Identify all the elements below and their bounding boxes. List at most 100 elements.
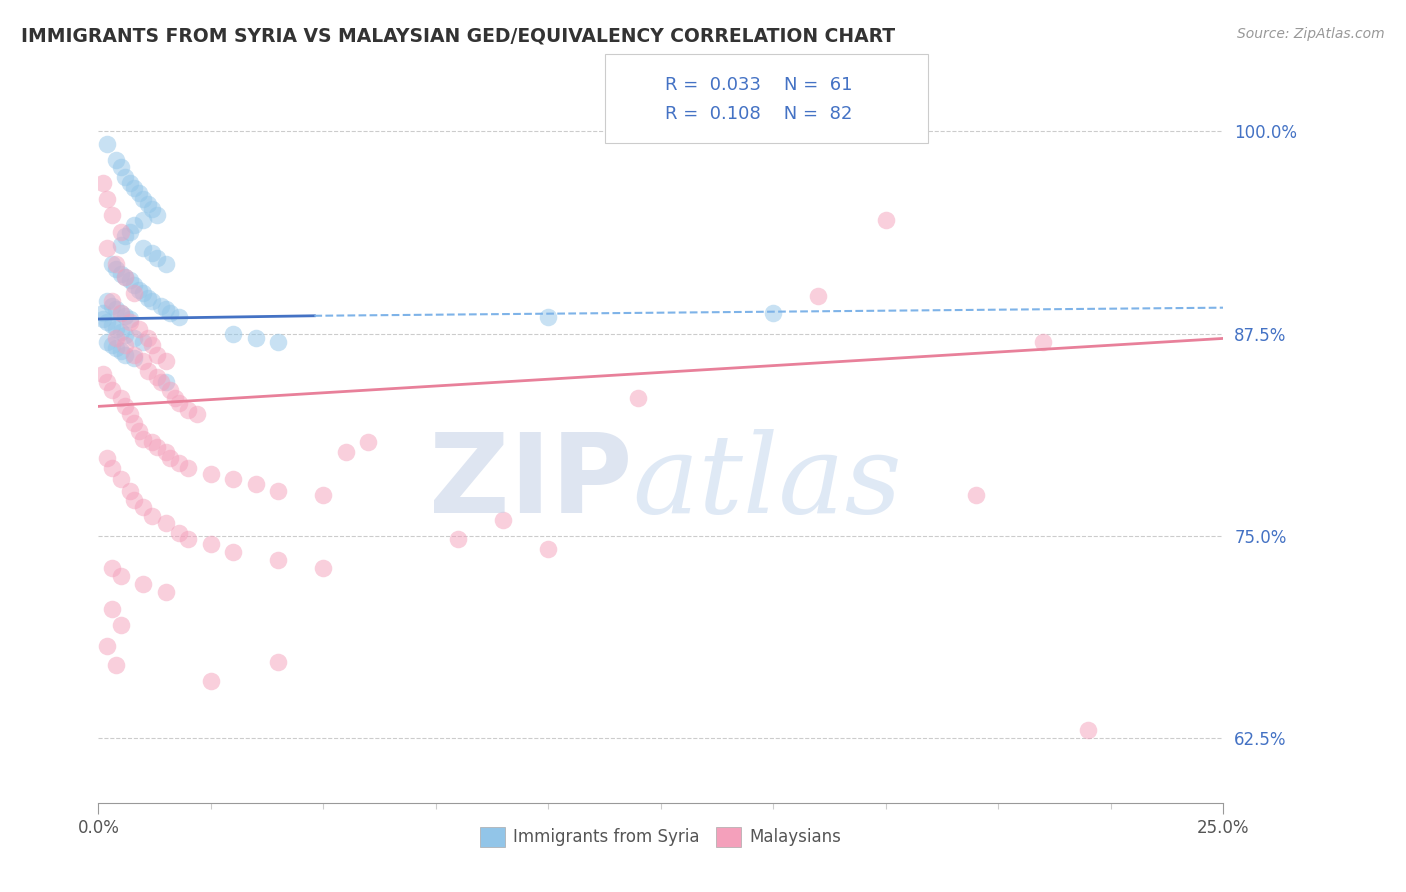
Point xyxy=(118,483,141,498)
Point xyxy=(114,229,136,244)
Point xyxy=(91,367,114,381)
Point xyxy=(155,257,177,271)
Point xyxy=(132,577,155,591)
Point xyxy=(114,348,136,362)
Point xyxy=(155,375,177,389)
Point xyxy=(114,328,136,343)
Point xyxy=(96,639,118,653)
Point xyxy=(128,322,150,336)
Point xyxy=(312,488,335,502)
Point xyxy=(124,493,146,508)
Point xyxy=(118,176,141,190)
Point xyxy=(132,213,155,227)
Point xyxy=(105,331,128,345)
Point xyxy=(110,472,132,486)
Point xyxy=(124,416,146,430)
Point xyxy=(159,383,181,397)
Point xyxy=(627,392,650,406)
Point xyxy=(105,257,128,271)
Point xyxy=(177,402,200,417)
Point xyxy=(105,302,128,317)
Point xyxy=(267,655,290,669)
Point xyxy=(101,257,124,271)
Point xyxy=(132,192,155,206)
Point xyxy=(146,251,169,265)
Point xyxy=(105,261,128,276)
Point xyxy=(136,331,159,345)
Point xyxy=(159,451,181,466)
Point xyxy=(762,305,785,319)
Point xyxy=(101,299,124,313)
Point xyxy=(124,181,146,195)
Point xyxy=(114,338,136,352)
Point xyxy=(965,488,987,502)
Point xyxy=(267,553,290,567)
Point xyxy=(114,269,136,284)
Point xyxy=(114,309,136,323)
Point xyxy=(267,483,290,498)
Point xyxy=(177,532,200,546)
Point xyxy=(169,525,191,540)
Point xyxy=(169,456,191,470)
Point xyxy=(222,545,245,559)
Point xyxy=(136,364,159,378)
Point xyxy=(245,331,267,345)
Point xyxy=(128,186,150,200)
Point xyxy=(101,294,124,309)
Point xyxy=(110,267,132,281)
Point xyxy=(155,354,177,368)
Point xyxy=(447,532,470,546)
Point xyxy=(91,312,114,326)
Point xyxy=(537,310,560,325)
Point xyxy=(110,305,132,319)
Point xyxy=(96,241,118,255)
Point xyxy=(105,153,128,168)
Point xyxy=(110,225,132,239)
Point xyxy=(101,338,124,352)
Point xyxy=(159,305,181,319)
Point xyxy=(875,213,897,227)
Point xyxy=(132,334,155,349)
Point xyxy=(91,305,114,319)
Point xyxy=(110,325,132,339)
Point xyxy=(141,338,163,352)
Point xyxy=(105,322,128,336)
Point xyxy=(118,408,141,422)
Point xyxy=(91,176,114,190)
Point xyxy=(155,444,177,458)
Point xyxy=(146,348,169,362)
Point xyxy=(245,477,267,491)
Point xyxy=(96,315,118,329)
Text: R =  0.108    N =  82: R = 0.108 N = 82 xyxy=(665,105,852,123)
Point xyxy=(163,392,186,406)
Point xyxy=(110,569,132,583)
Point xyxy=(124,331,146,345)
Point xyxy=(96,294,118,309)
Point xyxy=(357,434,380,449)
Point xyxy=(186,408,208,422)
Point xyxy=(110,160,132,174)
Point xyxy=(105,658,128,673)
Point xyxy=(114,400,136,414)
Point xyxy=(200,537,222,551)
Point xyxy=(124,286,146,301)
Point xyxy=(124,351,146,365)
Text: ZIP: ZIP xyxy=(429,429,633,536)
Point xyxy=(114,269,136,284)
Point xyxy=(124,348,146,362)
Point xyxy=(155,516,177,530)
Point xyxy=(492,513,515,527)
Point xyxy=(132,241,155,255)
Point xyxy=(155,585,177,599)
Point xyxy=(141,434,163,449)
Point xyxy=(222,472,245,486)
Point xyxy=(110,617,132,632)
Point xyxy=(124,218,146,232)
Text: IMMIGRANTS FROM SYRIA VS MALAYSIAN GED/EQUIVALENCY CORRELATION CHART: IMMIGRANTS FROM SYRIA VS MALAYSIAN GED/E… xyxy=(21,27,896,45)
Point xyxy=(101,561,124,575)
Text: Source: ZipAtlas.com: Source: ZipAtlas.com xyxy=(1237,27,1385,41)
Point xyxy=(169,396,191,410)
Point xyxy=(1032,334,1054,349)
Point xyxy=(96,137,118,152)
Point xyxy=(132,500,155,514)
